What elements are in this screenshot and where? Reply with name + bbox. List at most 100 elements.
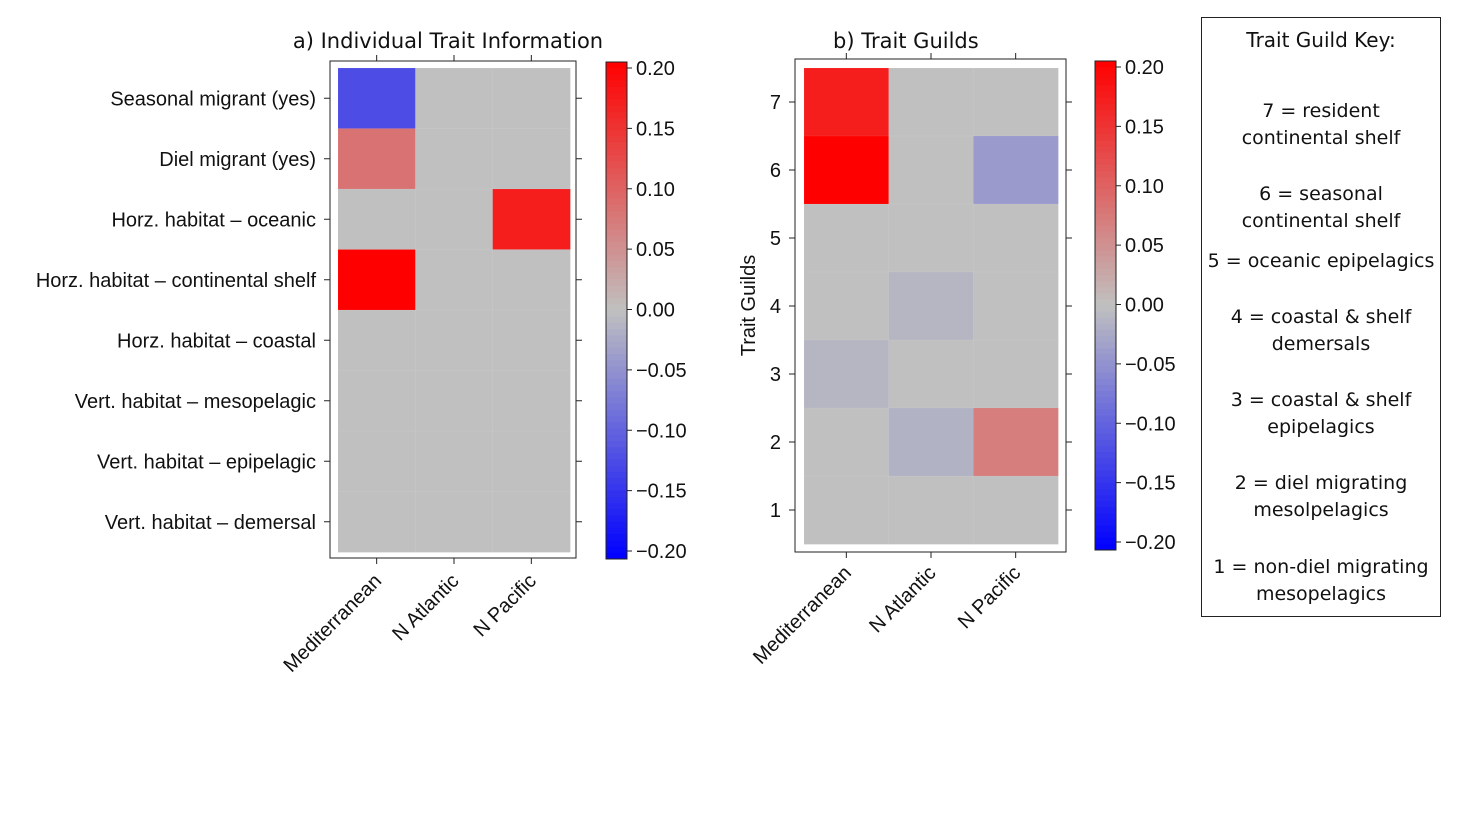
colorbar-segment: [1095, 311, 1116, 319]
chart-title: b) Trait Guilds: [833, 29, 979, 53]
colorbar-segment: [1095, 342, 1116, 349]
y-tick-label: 5: [770, 228, 781, 250]
key-entry-line: 4 = coastal & shelf: [1230, 306, 1412, 328]
colorbar-segment: [1095, 103, 1116, 111]
colorbar-segment: [1095, 122, 1116, 129]
colorbar-segment: [1095, 244, 1116, 251]
colorbar-segment: [606, 279, 627, 287]
colorbar-segment: [606, 124, 627, 131]
key-entry-line: continental shelf: [1241, 210, 1401, 232]
colorbar-segment: [606, 440, 627, 448]
colorbar-segment: [606, 291, 627, 299]
key-entry-line: 1 = non-diel migrating: [1213, 556, 1429, 578]
colorbar-segment: [606, 385, 627, 392]
colorbar-segment: [606, 434, 627, 442]
heatmap-cell: [337, 309, 417, 372]
heatmap-cell: [888, 135, 975, 205]
heatmap-cell: [337, 128, 417, 190]
colorbar-frame: [605, 61, 628, 560]
heatmap-cell: [415, 249, 494, 311]
colorbar-segment: [1095, 268, 1116, 276]
heatmap-cell: [337, 249, 417, 311]
colorbar-segment: [606, 148, 627, 156]
colorbar-segment: [606, 416, 627, 423]
key-entry-2: 2 = diel migrating mesolpelagics: [1202, 470, 1440, 524]
colorbar-segment: [1095, 507, 1116, 514]
colorbar-segment: [606, 173, 627, 181]
colorbar-segment: [1095, 384, 1116, 392]
colorbar-tick-label: 0.05: [1125, 235, 1164, 257]
heatmap-cell: [415, 67, 494, 130]
heatmap-cell: [973, 67, 1059, 137]
heatmap-cell: [888, 407, 975, 477]
colorbar-tick-label: 0.10: [636, 179, 675, 201]
heatmap-cell: [492, 491, 571, 553]
colorbar-segment: [1095, 372, 1116, 380]
colorbar-tick-label: 0.15: [1125, 116, 1164, 138]
colorbar-segment: [1095, 513, 1116, 520]
colorbar-segment: [1095, 501, 1116, 508]
colorbar-segment: [1095, 238, 1116, 245]
colorbar-segment: [1095, 219, 1116, 227]
colorbar-segment: [606, 428, 627, 436]
trait-guild-key: Trait Guild Key: 7 = resident continenta…: [1201, 17, 1441, 617]
colorbar-segment: [606, 540, 627, 548]
colorbar-segment: [606, 229, 627, 237]
colorbar-segment: [1095, 287, 1116, 294]
heatmap-cell: [973, 339, 1059, 409]
colorbar-segment: [1095, 226, 1116, 233]
colorbar-segment: [1095, 213, 1116, 221]
colorbar-segment: [606, 310, 627, 318]
x-tick-label: N Atlantic: [865, 562, 940, 637]
colorbar-segment: [1095, 317, 1116, 325]
colorbar-segment: [1095, 464, 1116, 472]
colorbar-segment: [606, 211, 627, 218]
key-entry-1: 1 = non-diel migrating mesopelagics: [1202, 554, 1440, 608]
heatmap-cell: [888, 475, 975, 545]
key-entry-line: demersals: [1271, 333, 1371, 355]
colorbar-segment: [606, 335, 627, 343]
colorbar-segment: [1095, 274, 1116, 282]
colorbar-tick-label: −0.20: [1125, 532, 1176, 554]
colorbar-segment: [1095, 543, 1116, 551]
y-tick-label: Vert. habitat – demersal: [105, 512, 316, 534]
colorbar-segment: [1095, 409, 1116, 417]
heatmap-cell: [803, 407, 890, 477]
colorbar-segment: [606, 397, 627, 405]
key-entry-line: 6 = seasonal: [1259, 183, 1383, 205]
heatmap-cell: [973, 203, 1059, 273]
heatmap-cell: [337, 430, 417, 493]
heatmap-cell: [337, 491, 417, 553]
colorbar-segment: [1095, 171, 1116, 178]
y-tick-label: Vert. habitat – epipelagic: [97, 451, 316, 473]
colorbar-segment: [606, 204, 627, 212]
heatmap-cell: [415, 491, 494, 553]
y-tick-label: Horz. habitat – continental shelf: [36, 270, 317, 292]
heatmap-cell: [803, 135, 890, 205]
colorbar-segment: [1095, 85, 1116, 93]
colorbar-segment: [606, 422, 627, 430]
colorbar-tick-label: −0.05: [1125, 354, 1176, 376]
heatmap-cell: [492, 67, 571, 130]
colorbar-segment: [606, 223, 627, 231]
colorbar-segment: [1095, 109, 1116, 117]
colorbar-segment: [606, 353, 627, 361]
heatmap-cell: [492, 430, 571, 493]
colorbar-tick-label: −0.15: [636, 481, 687, 503]
colorbar-segment: [606, 111, 627, 119]
colorbar-segment: [1095, 488, 1116, 496]
y-tick-label: Horz. habitat – oceanic: [111, 209, 316, 231]
colorbar-tick-label: −0.15: [1125, 473, 1176, 495]
y-tick-label: Seasonal migrant (yes): [110, 88, 316, 110]
colorbar-segment: [1095, 140, 1116, 148]
colorbar-segment: [606, 478, 627, 485]
colorbar-segment: [1095, 207, 1116, 215]
colorbar-segment: [606, 285, 627, 293]
x-tick-label: N Pacific: [954, 562, 1025, 633]
colorbar-segment: [606, 242, 627, 249]
colorbar-tick-label: −0.10: [1125, 413, 1176, 435]
colorbar-segment: [606, 161, 627, 169]
colorbar-segment: [1095, 452, 1116, 459]
colorbar-segment: [606, 260, 627, 268]
heatmap-cell: [888, 339, 975, 409]
